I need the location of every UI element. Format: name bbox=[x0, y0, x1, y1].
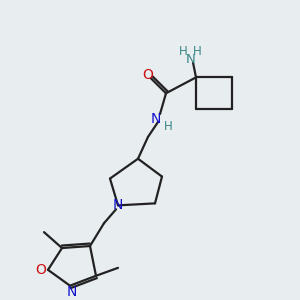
Text: H: H bbox=[178, 45, 188, 58]
Text: N: N bbox=[113, 198, 123, 212]
Text: N: N bbox=[67, 285, 77, 299]
Text: H: H bbox=[164, 121, 172, 134]
Text: N: N bbox=[186, 53, 196, 66]
Text: N: N bbox=[151, 112, 161, 126]
Text: H: H bbox=[193, 45, 201, 58]
Text: O: O bbox=[36, 263, 46, 277]
Text: O: O bbox=[142, 68, 153, 83]
